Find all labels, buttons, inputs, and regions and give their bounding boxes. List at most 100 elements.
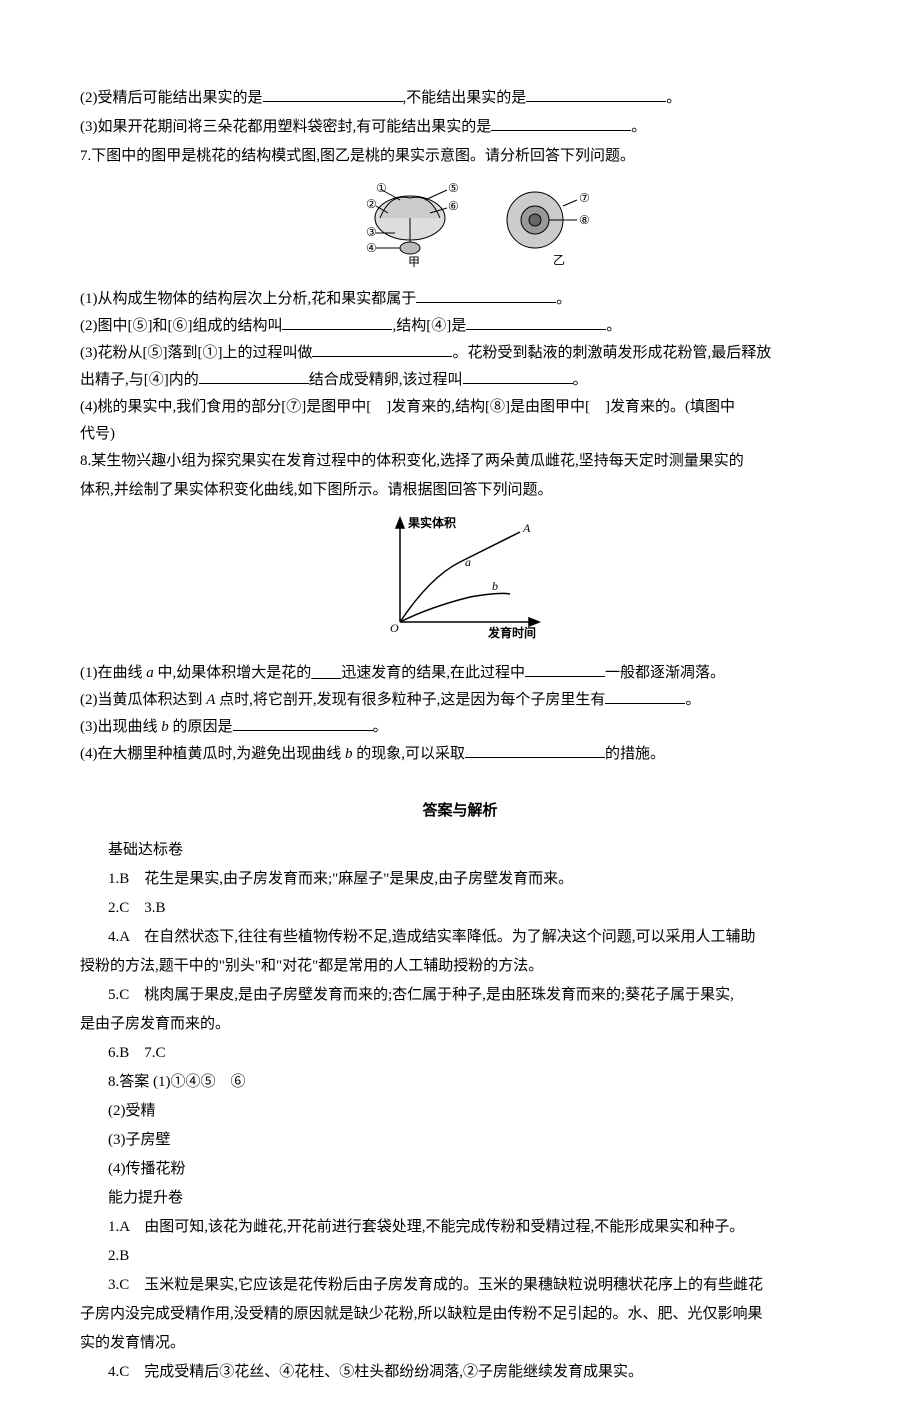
answer-6-7: 6.B 7.C [108,1040,840,1067]
question-8-sub2: (2)当黄瓜体积达到 A 点时,将它剖开,发现有很多粒种子,这是因为每个子房里生… [80,687,840,714]
question-7-sub3-line1: (3)花粉从[⑤]落到[①]上的过程叫做 。花粉受到黏液的刺激萌发形成花粉管,最后… [80,340,840,367]
blank [605,689,685,704]
q6-sub2-prefix: (2)受精后可能结出果实的是 [80,90,263,106]
blank [465,743,605,758]
answers-section1: 基础达标卷 [108,837,840,864]
svg-text:乙: 乙 [553,253,565,267]
blank [525,662,605,677]
question-6-sub2: (2)受精后可能结出果实的是 ,不能结出果实的是 。 [80,85,840,112]
q7-sub3-suffix: 。 [573,372,588,388]
answers-block: 基础达标卷 1.B 花生是果实,由子房发育而来;"麻屋子"是果皮,由子房壁发育而… [108,837,840,951]
q6-sub2-mid: ,不能结出果实的是 [403,90,527,106]
italic-b2: b [345,746,353,762]
q8-sub3-prefix: (3)出现曲线 [80,719,161,735]
question-8-line2: 体积,并绘制了果实体积变化曲线,如下图所示。请根据图回答下列问题。 [80,477,840,504]
answer-4-l2: 授粉的方法,题干中的"别头"和"对花"都是常用的人工辅助授粉的方法。 [80,953,840,980]
question-8-sub3: (3)出现曲线 b 的原因是 。 [80,714,840,741]
q8-sub3-mid: 的原因是 [169,719,233,735]
ylabel: 果实体积 [407,515,456,530]
question-7-sub3-line2: 出精子,与[④]内的 结合成受精卵,该过程叫 。 [80,367,840,394]
answer-1: 1.B 花生是果实,由子房发育而来;"麻屋子"是果皮,由子房壁发育而来。 [108,866,840,893]
blank [463,369,573,384]
svg-text:⑧: ⑧ [579,213,590,227]
figure-q7: ① ② ③ ④ ⑤ ⑥ 甲 ⑦ ⑧ 乙 [80,178,840,278]
svg-text:①: ① [376,181,387,195]
q8-sub2-mid: 点时,将它剖开,发现有很多粒种子,这是因为每个子房里生有 [215,692,605,708]
blank [233,716,373,731]
question-8-line1: 8.某生物兴趣小组为探究果实在发育过程中的体积变化,选择了两朵黄瓜雌花,坚持每天… [80,448,840,475]
q8-sub1-prefix: (1)在曲线 [80,665,146,681]
figure-q8: 果实体积 发育时间 O a A b [80,512,840,652]
question-7-sub4-line1: (4)桃的果实中,我们食用的部分[⑦]是图甲中[ ]发育来的,结构[⑧]是由图甲… [80,394,840,421]
answer-8-4: (4)传播花粉 [108,1156,840,1183]
q8-sub1-suffix: 一般都逐渐凋落。 [605,665,725,681]
answer-b3-l1: 3.C 玉米粒是果实,它应该是花传粉后由子房发育成的。玉米的果穗缺粒说明穗状花序… [108,1272,840,1299]
q8-sub3-suffix: 。 [373,719,388,735]
q8-sub2-suffix: 。 [685,692,700,708]
question-6-sub3: (3)如果开花期间将三朵花都用塑料袋密封,有可能结出果实的是 。 [80,114,840,141]
answer-8-1: 8.答案 (1)①④⑤ ⑥ [108,1069,840,1096]
blank-inline [311,665,341,681]
answer-b3-l2: 子房内没完成受精作用,没受精的原因就是缺少花粉,所以缺粒是由传粉不足引起的。水、… [80,1301,840,1328]
q7-sub2-suffix: 。 [606,318,621,334]
blank [526,87,666,102]
answers-title: 答案与解析 [80,798,840,825]
svg-text:③: ③ [366,225,377,239]
q8-sub4-suffix: 的措施。 [605,746,665,762]
q6-sub3-prefix: (3)如果开花期间将三朵花都用塑料袋密封,有可能结出果实的是 [80,119,491,135]
answer-4-l1: 4.A 在自然状态下,往往有些植物传粉不足,造成结实率降低。为了解决这个问题,可… [108,924,840,951]
q6-sub3-suffix: 。 [631,119,646,135]
q7-sub1-suffix: 。 [556,291,571,307]
blank [466,315,606,330]
svg-text:②: ② [366,197,377,211]
q7-sub2-mid: ,结构[④]是 [392,318,466,334]
answer-b4: 4.C 完成受精后③花丝、④花柱、⑤柱头都纷纷凋落,②子房能继续发育成果实。 [108,1359,840,1386]
q7-sub3-line2-prefix: 出精子,与[④]内的 [80,372,199,388]
curve-b-label: b [492,579,498,593]
blank [491,116,631,131]
q8-sub1-mid2: 迅速发育的结果,在此过程中 [341,665,525,681]
svg-text:甲: 甲 [408,255,420,268]
answer-8-3: (3)子房壁 [108,1127,840,1154]
question-7-sub2: (2)图中[⑤]和[⑥]组成的结构叫 ,结构[④]是 。 [80,313,840,340]
q7-sub2-prefix: (2)图中[⑤]和[⑥]组成的结构叫 [80,318,282,334]
blank [199,369,309,384]
q6-sub2-suffix: 。 [666,90,681,106]
q7-sub3-prefix: (3)花粉从[⑤]落到[①]上的过程叫做 [80,345,312,361]
svg-text:④: ④ [366,241,377,255]
blank [282,315,392,330]
curve-a-end: A [522,521,531,535]
question-7-sub1: (1)从构成生物体的结构层次上分析,花和果实都属于 。 [80,286,840,313]
answer-5-l1: 5.C 桃肉属于果皮,是由子房壁发育而来的;杏仁属于种子,是由胚珠发育而来的;葵… [108,982,840,1009]
question-7-intro: 7.下图中的图甲是桃花的结构模式图,图乙是桃的果实示意图。请分析回答下列问题。 [80,143,840,170]
blank [263,87,403,102]
blank [312,342,452,357]
question-8-sub1: (1)在曲线 a 中,幼果体积增大是花的 迅速发育的结果,在此过程中 一般都逐渐凋… [80,660,840,687]
answer-2-3: 2.C 3.B [108,895,840,922]
volume-time-chart: 果实体积 发育时间 O a A b [360,512,560,642]
answer-b1: 1.A 由图可知,该花为雌花,开花前进行套袋处理,不能完成传粉和受精过程,不能形… [108,1214,840,1241]
answer-8-2: (2)受精 [108,1098,840,1125]
xlabel: 发育时间 [487,625,536,640]
answer-5-l2: 是由子房发育而来的。 [80,1011,840,1038]
answer-b3-l3: 实的发育情况。 [80,1330,840,1357]
q7-sub3-mid1: 。花粉受到黏液的刺激萌发形成花粉管,最后释放 [452,345,771,361]
q8-sub4-mid: 的现象,可以采取 [353,746,466,762]
answers-section2: 能力提升卷 [108,1185,840,1212]
svg-text:⑤: ⑤ [448,181,459,195]
curve-a-label: a [465,555,471,569]
italic-a: a [146,665,154,681]
q7-sub3-mid2: 结合成受精卵,该过程叫 [309,372,463,388]
italic-b: b [161,719,169,735]
blank [416,288,556,303]
question-7-sub4-line2: 代号) [80,421,840,448]
flower-fruit-diagram: ① ② ③ ④ ⑤ ⑥ 甲 ⑦ ⑧ 乙 [330,178,590,268]
q7-sub1-prefix: (1)从构成生物体的结构层次上分析,花和果实都属于 [80,291,416,307]
q8-sub1-mid1: 中,幼果体积增大是花的 [154,665,312,681]
origin-label: O [390,621,399,635]
question-8-sub4: (4)在大棚里种植黄瓜时,为避免出现曲线 b 的现象,可以采取 的措施。 [80,741,840,768]
answer-b2: 2.B [108,1243,840,1270]
q8-sub4-prefix: (4)在大棚里种植黄瓜时,为避免出现曲线 [80,746,345,762]
svg-text:⑦: ⑦ [579,191,590,205]
svg-text:⑥: ⑥ [448,199,459,213]
